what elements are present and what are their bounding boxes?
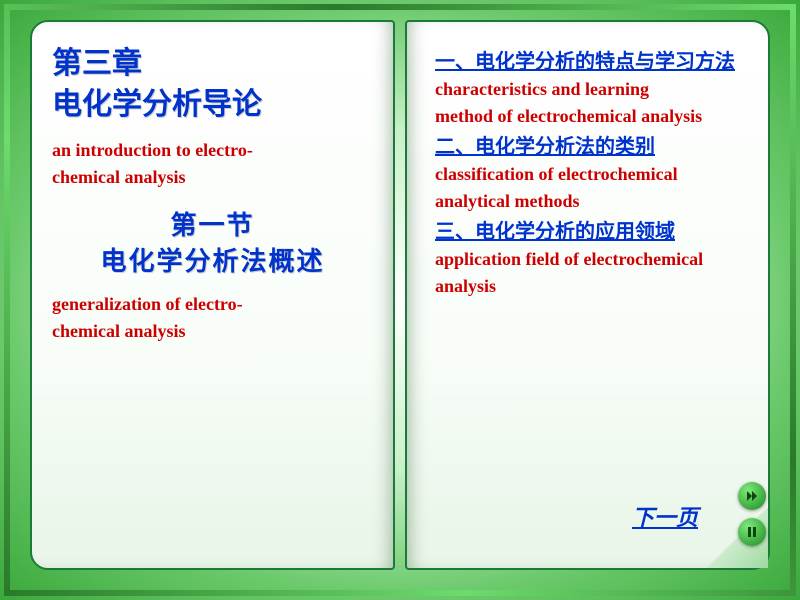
chapter-title: 第三章 电化学分析导论 bbox=[52, 44, 373, 125]
book-container: 第三章 电化学分析导论 an introduction to electro- … bbox=[30, 20, 770, 580]
chapter-en-1: an introduction to electro- bbox=[52, 139, 373, 162]
topic-1-en-1: characteristics and learning bbox=[435, 78, 748, 101]
section-en-1: generalization of electro- bbox=[52, 293, 373, 316]
left-page: 第三章 电化学分析导论 an introduction to electro- … bbox=[30, 20, 395, 570]
nav-buttons bbox=[738, 482, 766, 546]
chapter-line2: 电化学分析导论 bbox=[52, 85, 373, 126]
topic-3-en-1: application field of electrochemical bbox=[435, 248, 748, 271]
section-line1: 第一节 bbox=[52, 208, 373, 244]
pause-button[interactable] bbox=[738, 518, 766, 546]
section-title: 第一节 电化学分析法概述 bbox=[52, 208, 373, 281]
topic-3-cn[interactable]: 三、电化学分析的应用领域 bbox=[435, 218, 748, 246]
topic-1-en-2: method of electrochemical analysis bbox=[435, 105, 748, 128]
section-en-2: chemical analysis bbox=[52, 320, 373, 343]
section-line2: 电化学分析法概述 bbox=[52, 244, 373, 280]
topic-2-en-1: classification of electrochemical bbox=[435, 163, 748, 186]
topic-2-cn[interactable]: 二、电化学分析法的类别 bbox=[435, 133, 748, 161]
chapter-line1: 第三章 bbox=[52, 44, 373, 85]
next-page-link[interactable]: 下一页 bbox=[632, 500, 698, 532]
topic-3-en-2: analysis bbox=[435, 275, 748, 298]
forward-button[interactable] bbox=[738, 482, 766, 510]
chapter-en-2: chemical analysis bbox=[52, 166, 373, 189]
topic-1-cn[interactable]: 一、电化学分析的特点与学习方法 bbox=[435, 48, 748, 76]
forward-icon bbox=[745, 489, 759, 503]
right-page: 一、电化学分析的特点与学习方法 characteristics and lear… bbox=[405, 20, 770, 570]
pause-icon bbox=[745, 525, 759, 539]
topic-2-en-2: analytical methods bbox=[435, 190, 748, 213]
